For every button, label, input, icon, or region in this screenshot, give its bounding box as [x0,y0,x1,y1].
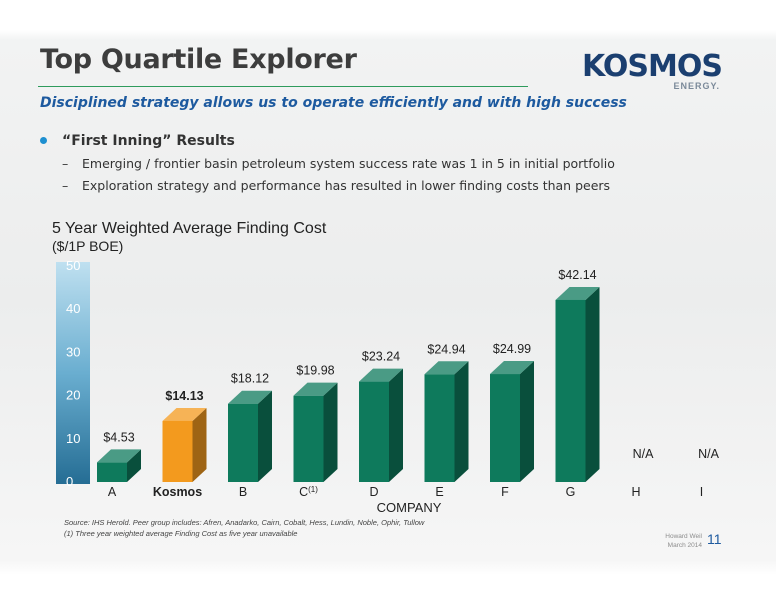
data-label: $23.24 [362,350,400,364]
page-number: 11 [707,531,722,547]
bar-kosmos [162,420,193,482]
x-tick-label: G [566,485,576,499]
data-label: $4.53 [103,430,134,444]
y-tick-label: 0 [66,474,73,489]
footer-date-line: March 2014 [667,542,702,549]
x-axis-title: COMPANY [377,500,442,515]
y-tick-label: 20 [66,388,80,403]
bar-side [389,368,403,482]
bar-d [359,381,389,482]
x-tick-label: A [108,485,117,499]
bar-top [555,286,600,300]
y-axis-bar [56,262,90,484]
x-tick-label: F [501,485,509,499]
x-tick-label: D [369,485,378,499]
y-tick-label: 10 [66,431,80,446]
sub-bullet-2: – Exploration strategy and performance ha… [62,178,610,193]
source-note: Source: IHS Herold. Peer group includes:… [64,517,424,539]
bullet-heading: “First Inning” Results [62,133,235,149]
data-label: $18.12 [231,372,269,386]
page-subtitle: Disciplined strategy allows us to operat… [40,95,627,111]
bullet-dot-icon [40,137,47,144]
x-tick-label: B [239,485,247,499]
x-tick-label: C(1) [299,485,318,499]
bar-top [359,368,403,382]
sub-bullet-1: – Emerging / frontier basin petroleum sys… [62,156,615,171]
bar-side [192,407,207,482]
bar-top [162,407,207,421]
bar-a [97,462,127,482]
logo-wordmark: KOSMOS [582,49,723,84]
footer-event-line: Howard Weil [665,533,702,540]
x-tick-label: Kosmos [153,485,202,499]
bar-side [258,390,272,482]
bar-b [228,403,258,482]
data-label: $19.98 [296,364,334,378]
data-label: $24.94 [427,342,465,356]
source-line: Source: IHS Herold. Peer group includes:… [64,518,425,527]
sub-bullet-text: Exploration strategy and performance has… [82,178,611,193]
x-tick-label: H [631,485,640,499]
y-tick-label: 30 [66,344,80,359]
x-tick-label: E [435,485,443,499]
bar-top [424,361,469,375]
dash-icon: – [62,178,69,193]
kosmos-logo: KOSMOS ENERGY. [582,52,732,92]
sub-bullet-text: Emerging / frontier basin petroleum syst… [82,156,615,171]
chart-unit-label: ($/1P BOE) [52,238,124,254]
footnote-line: (1) Three year weighted average Finding … [64,529,298,538]
bar-top [228,390,272,404]
x-tick-label: I [700,485,703,499]
bar-e [424,374,455,482]
footer-event: Howard Weil March 2014 [656,532,702,550]
bar-side [454,361,469,482]
dash-icon: – [62,156,69,171]
page-title: Top Quartile Explorer [40,44,357,75]
bar-f [490,374,520,482]
bar-side [127,449,141,482]
bar-g [555,299,586,482]
bar-side [520,361,534,482]
data-label: $24.99 [493,342,531,356]
x-tick-superscript: (1) [308,485,318,494]
bar-top [97,449,141,463]
data-label: N/A [698,447,720,461]
data-label: N/A [633,447,655,461]
y-tick-label: 40 [66,301,80,316]
y-tick-label: 50 [66,258,80,273]
bar-c [293,395,324,482]
data-label: $14.13 [165,389,203,403]
logo-tagline: ENERGY. [673,81,720,91]
bar-top [490,361,534,375]
title-divider [38,86,528,87]
bar-top [293,382,338,396]
bar-side [585,286,600,482]
chart-title: 5 Year Weighted Average Finding Cost [52,220,327,237]
data-label: $42.14 [558,268,596,282]
bar-side [323,382,338,482]
